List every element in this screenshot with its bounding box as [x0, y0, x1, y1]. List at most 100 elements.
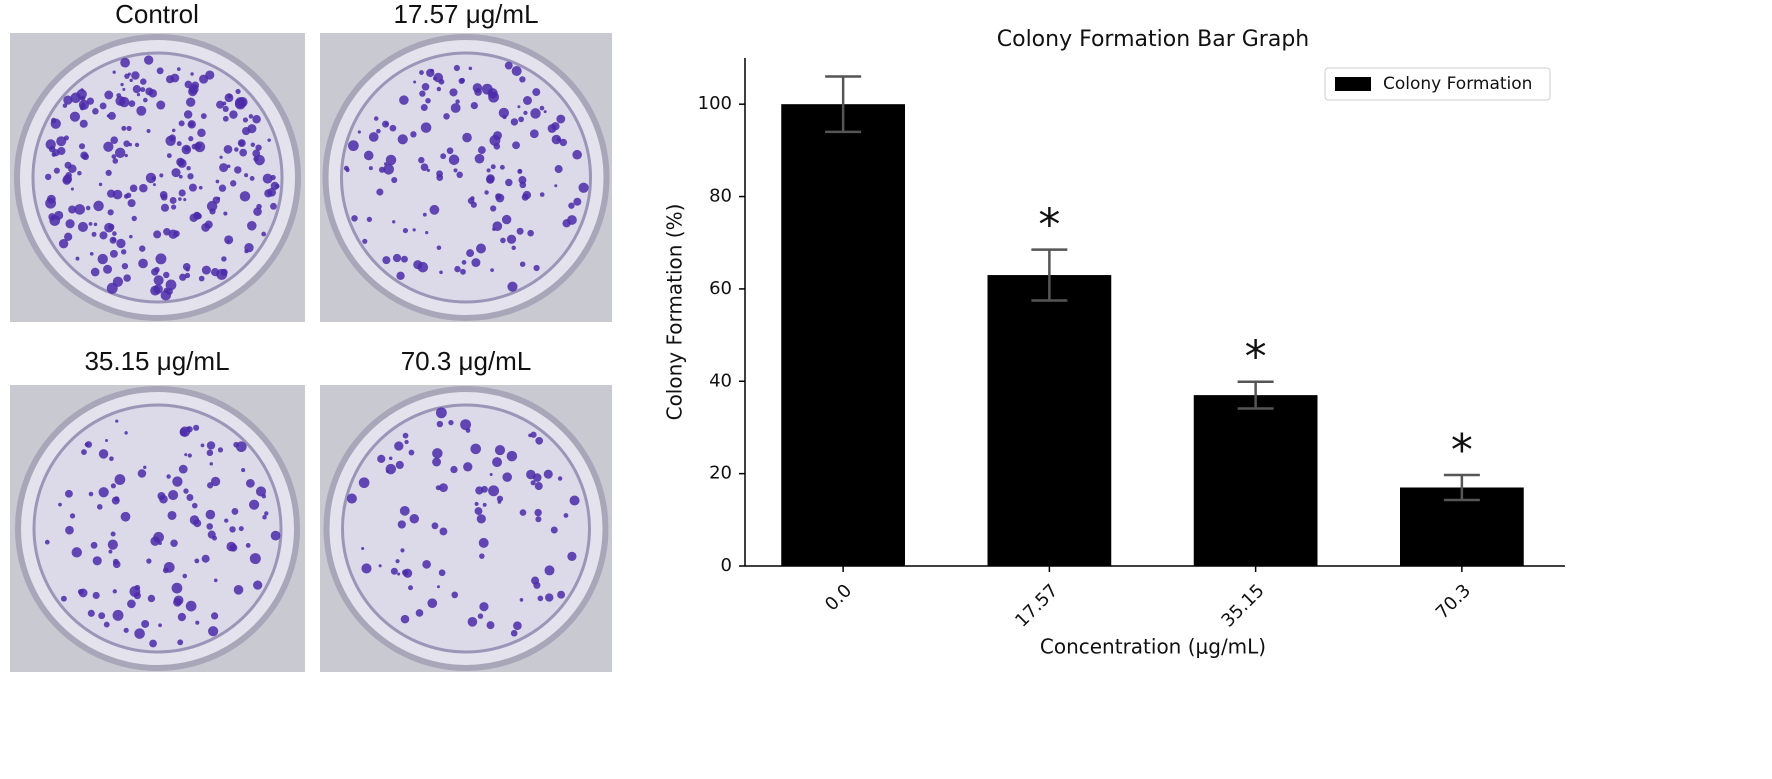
- colony: [401, 255, 408, 263]
- colony: [143, 465, 147, 470]
- colony: [96, 504, 103, 510]
- colony: [432, 448, 443, 459]
- colony: [160, 290, 172, 301]
- colony: [110, 483, 116, 489]
- colony: [519, 509, 527, 516]
- colony: [63, 95, 73, 105]
- colony: [70, 187, 74, 191]
- colony: [65, 525, 74, 535]
- colony: [512, 141, 520, 150]
- colony: [78, 143, 86, 150]
- colony: [183, 110, 193, 119]
- colony: [235, 88, 241, 95]
- colony: [179, 273, 187, 281]
- colony: [578, 182, 589, 193]
- y-tick-label: 100: [698, 93, 732, 114]
- colony: [126, 125, 132, 132]
- colony: [510, 118, 519, 126]
- colony: [107, 111, 116, 120]
- panel-label: 17.57 μg/mL: [393, 0, 538, 29]
- colony: [97, 253, 108, 265]
- colony: [229, 526, 236, 533]
- colony: [222, 101, 227, 106]
- colony: [476, 243, 486, 254]
- chart-title: Colony Formation Bar Graph: [997, 27, 1309, 52]
- colony: [137, 469, 147, 478]
- colony: [463, 462, 473, 472]
- colony: [221, 256, 227, 262]
- colony: [182, 262, 191, 271]
- colony: [93, 200, 104, 212]
- colony: [465, 428, 471, 433]
- colony: [188, 136, 194, 142]
- colony: [184, 272, 191, 279]
- colony: [238, 526, 244, 532]
- colony: [267, 187, 277, 197]
- colony: [234, 166, 242, 174]
- colony: [171, 204, 177, 210]
- colony: [415, 609, 424, 617]
- colony: [506, 450, 518, 462]
- colony: [64, 232, 73, 241]
- colony: [206, 449, 214, 457]
- colony: [241, 468, 246, 473]
- colony: [239, 148, 248, 157]
- colony: [79, 119, 88, 128]
- colony: [158, 623, 162, 628]
- colony: [494, 445, 506, 456]
- colony: [173, 598, 182, 607]
- colony: [224, 235, 234, 245]
- colony: [427, 598, 438, 609]
- colony: [193, 519, 202, 528]
- colony: [198, 185, 203, 190]
- colony: [136, 105, 147, 116]
- colony: [454, 265, 461, 273]
- colony: [368, 166, 373, 171]
- colony: [346, 493, 357, 504]
- colony: [152, 183, 156, 187]
- colony: [216, 196, 221, 201]
- colony: [422, 560, 431, 569]
- colony: [518, 116, 524, 123]
- colony: [264, 511, 269, 516]
- colony: [141, 619, 150, 628]
- colony: [115, 419, 119, 423]
- colony: [205, 509, 216, 520]
- colony: [171, 128, 176, 133]
- colony: [159, 191, 168, 199]
- colony: [198, 275, 205, 282]
- panel-label: 70.3 μg/mL: [401, 346, 532, 376]
- colony: [129, 234, 133, 239]
- colony: [150, 536, 160, 546]
- colony: [486, 621, 495, 630]
- colony: [506, 234, 517, 244]
- colony: [270, 181, 279, 191]
- colony: [50, 117, 57, 124]
- colony: [436, 86, 442, 92]
- colony: [218, 184, 227, 192]
- colony: [419, 90, 426, 97]
- colony: [77, 221, 88, 232]
- colony: [523, 110, 528, 116]
- colony: [527, 229, 534, 237]
- well-inner: [32, 403, 283, 654]
- colony: [129, 586, 141, 597]
- colony: [132, 84, 141, 94]
- error-bar: [825, 75, 862, 134]
- colony: [165, 279, 177, 291]
- colony: [519, 76, 526, 83]
- colony: [81, 102, 85, 106]
- colony: [378, 564, 382, 568]
- colony: [68, 205, 77, 214]
- colony: [166, 153, 172, 159]
- colony: [208, 626, 219, 637]
- colony: [461, 260, 467, 265]
- error-bar: [1443, 473, 1480, 502]
- colony: [111, 237, 116, 242]
- colony: [81, 449, 87, 455]
- colony: [539, 192, 545, 197]
- colony: [511, 65, 522, 77]
- colony: [112, 609, 124, 621]
- colony: [399, 95, 409, 105]
